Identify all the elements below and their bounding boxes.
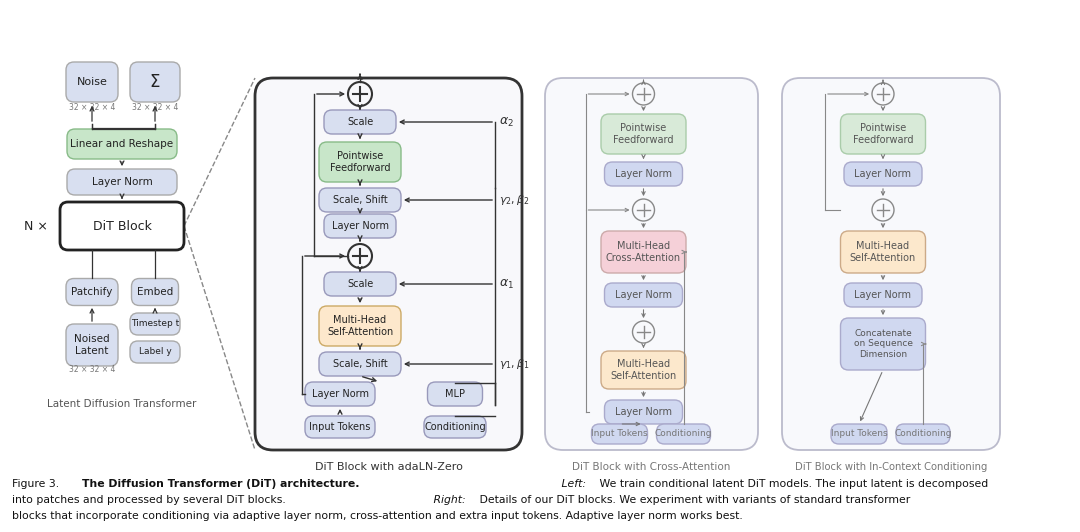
Text: 32 × 32 × 4: 32 × 32 × 4 <box>132 103 178 112</box>
FancyBboxPatch shape <box>130 62 180 102</box>
FancyBboxPatch shape <box>840 318 926 370</box>
FancyBboxPatch shape <box>305 382 375 406</box>
Text: 32 × 32 × 4: 32 × 32 × 4 <box>69 103 116 112</box>
Text: Layer Norm: Layer Norm <box>311 389 368 399</box>
Text: Linear and Reshape: Linear and Reshape <box>70 139 174 149</box>
FancyBboxPatch shape <box>130 313 180 335</box>
FancyBboxPatch shape <box>132 278 178 305</box>
Text: Pointwise
Feedforward: Pointwise Feedforward <box>853 123 914 145</box>
Text: DiT Block with adaLN-Zero: DiT Block with adaLN-Zero <box>314 462 462 472</box>
FancyBboxPatch shape <box>319 188 401 212</box>
FancyBboxPatch shape <box>843 162 922 186</box>
Text: Layer Norm: Layer Norm <box>332 221 389 231</box>
FancyBboxPatch shape <box>592 424 648 444</box>
FancyBboxPatch shape <box>843 283 922 307</box>
FancyBboxPatch shape <box>782 78 1000 450</box>
Text: Layer Norm: Layer Norm <box>615 290 672 300</box>
Text: Scale, Shift: Scale, Shift <box>333 359 388 369</box>
FancyBboxPatch shape <box>324 110 396 134</box>
FancyBboxPatch shape <box>130 341 180 363</box>
Text: Conditioning: Conditioning <box>894 429 951 438</box>
Text: Layer Norm: Layer Norm <box>615 169 672 179</box>
Text: Pointwise
Feedforward: Pointwise Feedforward <box>329 151 390 173</box>
Text: Conditioning: Conditioning <box>424 422 486 432</box>
Text: Scale, Shift: Scale, Shift <box>333 195 388 205</box>
FancyBboxPatch shape <box>600 231 686 273</box>
Text: $\gamma_2,\beta_2$: $\gamma_2,\beta_2$ <box>499 193 530 207</box>
Text: Layer Norm: Layer Norm <box>854 169 912 179</box>
Text: Σ: Σ <box>150 73 160 91</box>
FancyBboxPatch shape <box>605 283 683 307</box>
Text: We train conditional latent DiT models. The input latent is decomposed: We train conditional latent DiT models. … <box>596 479 988 489</box>
Text: Concatenate
on Sequence
Dimension: Concatenate on Sequence Dimension <box>853 329 913 359</box>
Text: 32 × 32 × 4: 32 × 32 × 4 <box>69 364 116 373</box>
Text: Multi-Head
Self-Attention: Multi-Head Self-Attention <box>610 359 677 381</box>
Text: Scale: Scale <box>347 279 373 289</box>
Text: The Diffusion Transformer (DiT) architecture.: The Diffusion Transformer (DiT) architec… <box>82 479 360 489</box>
Text: Input Tokens: Input Tokens <box>309 422 370 432</box>
Text: Input Tokens: Input Tokens <box>591 429 648 438</box>
Text: MLP: MLP <box>445 389 465 399</box>
Text: DiT Block with In-Context Conditioning: DiT Block with In-Context Conditioning <box>795 462 987 472</box>
Text: Layer Norm: Layer Norm <box>615 407 672 417</box>
FancyBboxPatch shape <box>319 142 401 182</box>
FancyBboxPatch shape <box>896 424 950 444</box>
Text: Scale: Scale <box>347 117 373 127</box>
FancyBboxPatch shape <box>67 129 177 159</box>
FancyBboxPatch shape <box>67 169 177 195</box>
Text: Input Tokens: Input Tokens <box>831 429 888 438</box>
Text: Figure 3.: Figure 3. <box>12 479 59 489</box>
Text: Right:: Right: <box>430 495 465 505</box>
Text: Multi-Head
Self-Attention: Multi-Head Self-Attention <box>327 315 393 337</box>
Text: Latent Diffusion Transformer: Latent Diffusion Transformer <box>48 399 197 409</box>
Text: Pointwise
Feedforward: Pointwise Feedforward <box>613 123 674 145</box>
Text: Patchify: Patchify <box>71 287 112 297</box>
FancyBboxPatch shape <box>324 272 396 296</box>
Text: Conditioning: Conditioning <box>654 429 712 438</box>
FancyBboxPatch shape <box>60 202 184 250</box>
FancyBboxPatch shape <box>840 231 926 273</box>
Text: Details of our DiT blocks. We experiment with variants of standard transformer: Details of our DiT blocks. We experiment… <box>476 495 910 505</box>
Text: Timestep t: Timestep t <box>131 320 179 328</box>
FancyBboxPatch shape <box>324 214 396 238</box>
FancyBboxPatch shape <box>605 400 683 424</box>
FancyBboxPatch shape <box>605 162 683 186</box>
FancyBboxPatch shape <box>600 114 686 154</box>
Text: $\alpha_2$: $\alpha_2$ <box>499 115 514 129</box>
Text: Layer Norm: Layer Norm <box>854 290 912 300</box>
Text: $\gamma_1,\beta_1$: $\gamma_1,\beta_1$ <box>499 357 530 371</box>
FancyBboxPatch shape <box>831 424 887 444</box>
FancyBboxPatch shape <box>305 416 375 438</box>
FancyBboxPatch shape <box>66 278 118 305</box>
Text: Multi-Head
Cross-Attention: Multi-Head Cross-Attention <box>606 241 681 263</box>
FancyBboxPatch shape <box>657 424 711 444</box>
Text: DiT Block: DiT Block <box>93 220 151 232</box>
FancyBboxPatch shape <box>255 78 522 450</box>
FancyBboxPatch shape <box>840 114 926 154</box>
FancyBboxPatch shape <box>428 382 483 406</box>
FancyBboxPatch shape <box>66 62 118 102</box>
Text: Label y: Label y <box>138 347 172 356</box>
FancyBboxPatch shape <box>600 351 686 389</box>
Text: Noised
Latent: Noised Latent <box>75 334 110 356</box>
FancyBboxPatch shape <box>319 306 401 346</box>
Text: Left:: Left: <box>558 479 586 489</box>
FancyBboxPatch shape <box>66 324 118 366</box>
Text: Layer Norm: Layer Norm <box>92 177 152 187</box>
Text: Noise: Noise <box>77 77 107 87</box>
FancyBboxPatch shape <box>319 352 401 376</box>
Text: DiT Block with Cross-Attention: DiT Block with Cross-Attention <box>572 462 731 472</box>
FancyBboxPatch shape <box>545 78 758 450</box>
Text: blocks that incorporate conditioning via adaptive layer norm, cross-attention an: blocks that incorporate conditioning via… <box>12 511 743 521</box>
Text: $\alpha_1$: $\alpha_1$ <box>499 278 514 290</box>
Text: into patches and processed by several DiT blocks.: into patches and processed by several Di… <box>12 495 286 505</box>
Text: Embed: Embed <box>137 287 173 297</box>
Text: Multi-Head
Self-Attention: Multi-Head Self-Attention <box>850 241 916 263</box>
FancyBboxPatch shape <box>424 416 486 438</box>
Text: N ×: N × <box>24 220 48 232</box>
